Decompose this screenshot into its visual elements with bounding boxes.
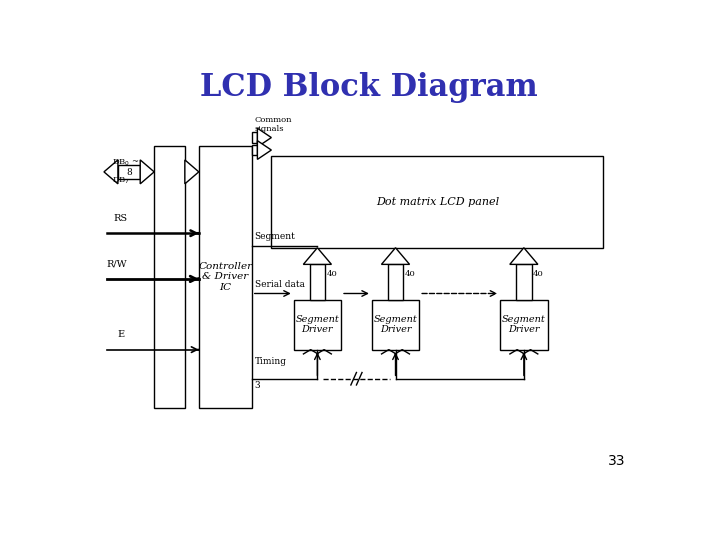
Bar bbox=[118, 165, 140, 179]
Text: Serial data: Serial data bbox=[255, 280, 305, 288]
Bar bbox=[500, 300, 547, 349]
Text: 40: 40 bbox=[405, 270, 415, 278]
Polygon shape bbox=[104, 160, 118, 184]
Text: 3: 3 bbox=[255, 381, 260, 390]
Text: Segment
Driver: Segment Driver bbox=[374, 315, 418, 334]
Text: Segment
Driver: Segment Driver bbox=[295, 315, 339, 334]
Bar bbox=[252, 132, 258, 143]
Bar bbox=[271, 156, 603, 248]
Bar bbox=[154, 146, 185, 408]
Polygon shape bbox=[140, 160, 154, 184]
Text: Common
signals: Common signals bbox=[255, 116, 292, 133]
Text: RS: RS bbox=[114, 214, 127, 223]
Text: R/W: R/W bbox=[107, 260, 127, 268]
Polygon shape bbox=[382, 248, 410, 265]
Text: 40: 40 bbox=[533, 270, 544, 278]
Bar bbox=[310, 265, 325, 300]
Text: 40: 40 bbox=[326, 270, 337, 278]
Bar bbox=[372, 300, 419, 349]
Polygon shape bbox=[185, 160, 199, 184]
Text: Controller
& Driver
IC: Controller & Driver IC bbox=[198, 262, 253, 292]
Text: Dot matrix LCD panel: Dot matrix LCD panel bbox=[376, 197, 499, 207]
Text: LCD Block Diagram: LCD Block Diagram bbox=[200, 72, 538, 103]
Text: DB$_0$ ~: DB$_0$ ~ bbox=[112, 157, 140, 168]
Polygon shape bbox=[303, 248, 331, 265]
Bar bbox=[387, 265, 403, 300]
Polygon shape bbox=[258, 128, 271, 147]
Text: E: E bbox=[117, 330, 125, 339]
Polygon shape bbox=[510, 248, 538, 265]
Bar bbox=[252, 145, 258, 155]
Text: 8: 8 bbox=[126, 168, 132, 177]
Bar bbox=[516, 265, 531, 300]
Text: Segment
Driver: Segment Driver bbox=[502, 315, 546, 334]
Text: Timing: Timing bbox=[255, 357, 287, 366]
Polygon shape bbox=[258, 141, 271, 159]
Text: DB$_7$: DB$_7$ bbox=[112, 176, 130, 186]
Text: Segment: Segment bbox=[255, 232, 295, 241]
Text: 33: 33 bbox=[608, 454, 626, 468]
Bar bbox=[294, 300, 341, 349]
Bar bbox=[199, 146, 252, 408]
